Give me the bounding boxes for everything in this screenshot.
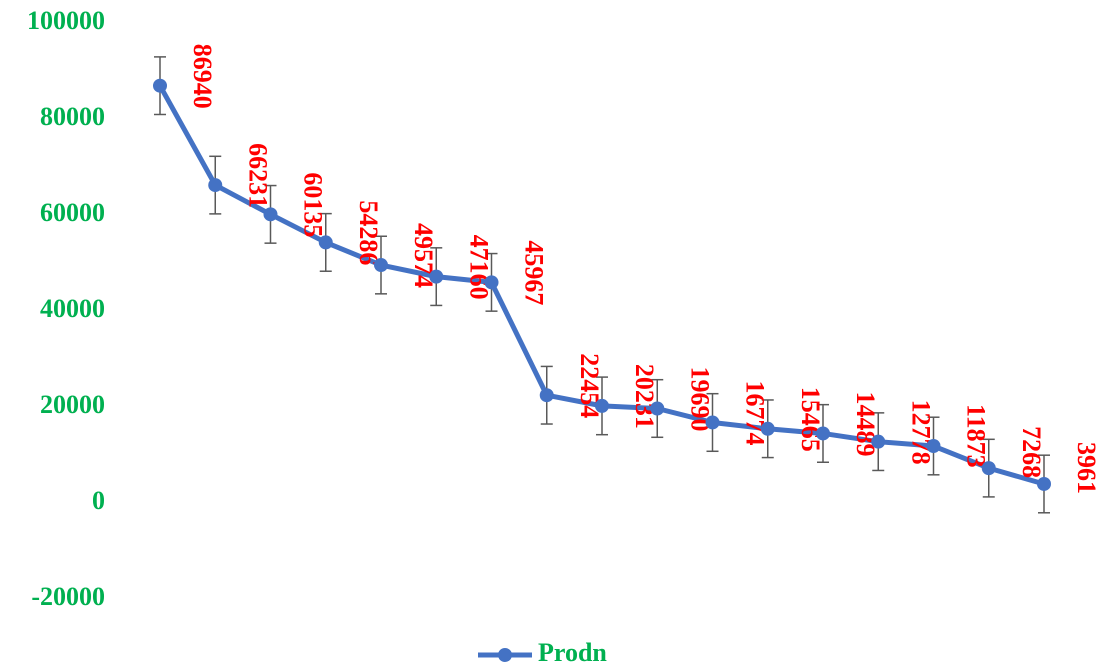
marker <box>429 269 444 284</box>
marker <box>705 415 720 430</box>
data-label: 54286 <box>354 200 383 265</box>
marker <box>484 275 499 290</box>
marker <box>153 78 167 93</box>
marker <box>318 235 333 250</box>
data-label: 12778 <box>906 400 935 465</box>
data-label: 47160 <box>464 235 493 300</box>
legend-label: Prodn <box>538 638 607 667</box>
marker <box>981 461 996 476</box>
marker <box>760 421 775 436</box>
marker <box>1037 476 1051 491</box>
data-label: 3961 <box>1072 442 1096 494</box>
marker <box>816 426 830 441</box>
data-label: 7268 <box>1017 426 1046 478</box>
data-label: 86940 <box>188 44 217 109</box>
marker <box>595 398 609 413</box>
data-label: 45967 <box>520 240 549 305</box>
marker <box>374 258 388 273</box>
data-label: 20231 <box>630 364 659 429</box>
legend-marker <box>498 648 512 662</box>
y-tick-label: 60000 <box>40 198 105 227</box>
y-tick-label: 40000 <box>40 294 105 323</box>
y-tick-label: 80000 <box>40 102 105 131</box>
y-tick-label: -20000 <box>31 582 105 611</box>
data-label: 66231 <box>243 143 272 208</box>
marker <box>263 207 278 222</box>
data-label: 16774 <box>741 380 770 445</box>
data-label: 11873 <box>962 404 991 468</box>
marker <box>926 439 941 454</box>
y-tick-label: 0 <box>92 486 105 515</box>
marker <box>539 388 554 403</box>
marker <box>650 401 665 416</box>
y-tick-label: 100000 <box>27 6 105 35</box>
marker <box>208 178 223 193</box>
data-label: 60135 <box>299 172 328 237</box>
marker <box>871 434 886 449</box>
data-label: 15465 <box>796 387 825 452</box>
y-tick-label: 20000 <box>40 390 105 419</box>
